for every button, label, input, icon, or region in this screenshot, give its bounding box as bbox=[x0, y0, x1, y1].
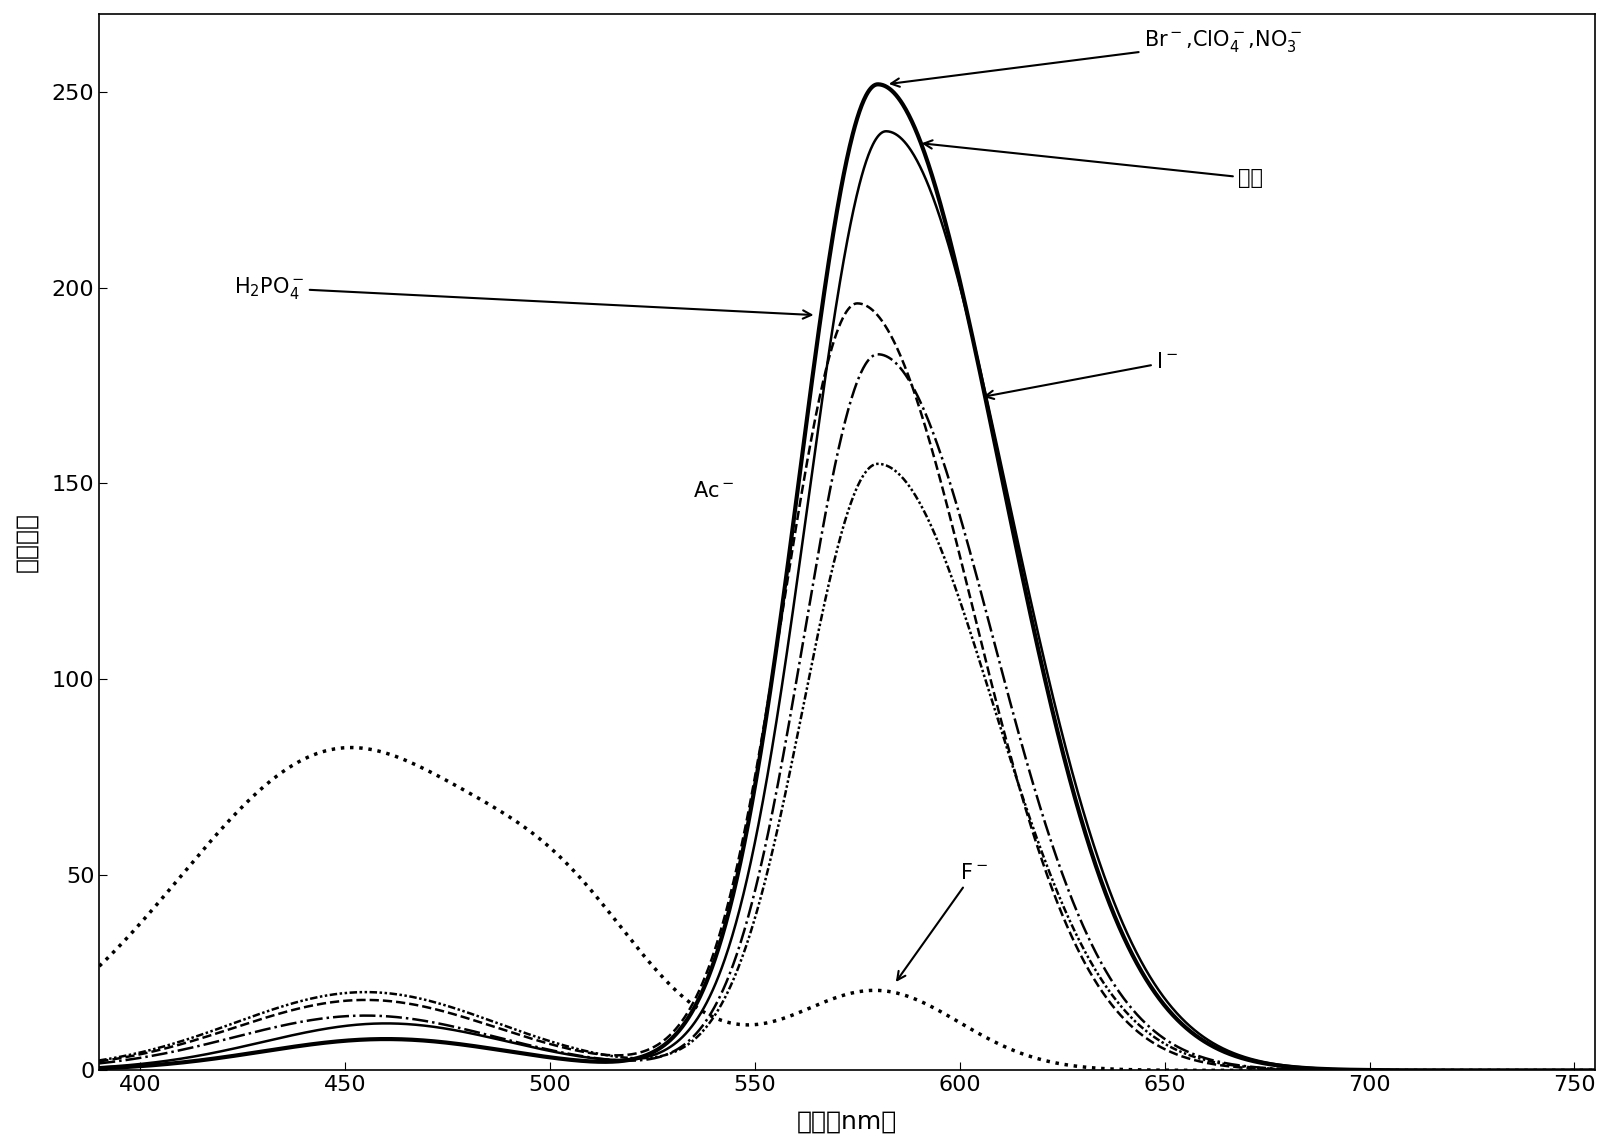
Text: Ac$^-$: Ac$^-$ bbox=[694, 482, 734, 501]
X-axis label: 波长（nm）: 波长（nm） bbox=[797, 1109, 897, 1133]
Y-axis label: 发射强度: 发射强度 bbox=[15, 512, 37, 572]
Text: H$_2$PO$_4^-$: H$_2$PO$_4^-$ bbox=[234, 275, 811, 319]
Text: I$^-$: I$^-$ bbox=[986, 352, 1179, 399]
Text: Br$^-$,ClO$_4^-$,NO$_3^-$: Br$^-$,ClO$_4^-$,NO$_3^-$ bbox=[890, 29, 1303, 87]
Text: F$^-$: F$^-$ bbox=[897, 863, 987, 981]
Text: 空白: 空白 bbox=[924, 140, 1263, 188]
